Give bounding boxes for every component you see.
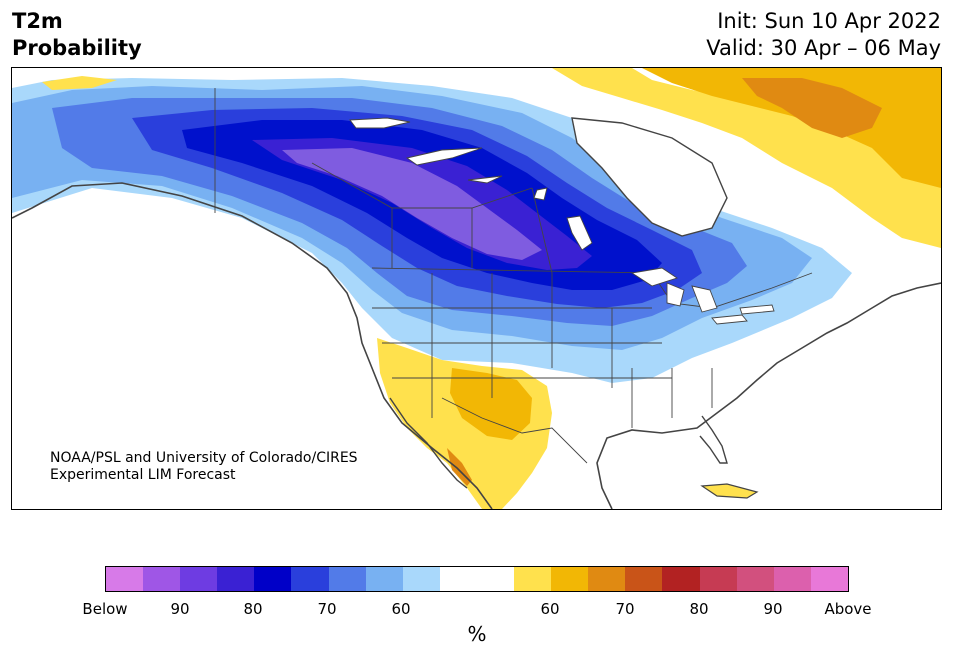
- colorbar-tick-label: 80: [243, 600, 263, 618]
- credit-line-1: NOAA/PSL and University of Colorado/CIRE…: [50, 450, 358, 466]
- above-65-70-region-north: [742, 78, 882, 138]
- colorbar-tick-label: Above: [824, 600, 872, 618]
- colorbar-segment: [514, 567, 552, 591]
- above-50-60-region-northwest: [42, 76, 117, 90]
- colorbar-tick-label: 90: [170, 600, 190, 618]
- colorbar-tick-label: 70: [317, 600, 337, 618]
- colorbar-segment: [476, 567, 515, 591]
- init-date: Init: Sun 10 Apr 2022: [717, 9, 941, 33]
- colorbar-segment: [180, 567, 218, 591]
- hudson-bay: [571, 117, 728, 237]
- map-credit: NOAA/PSL and University of Colorado/CIRE…: [50, 450, 358, 484]
- colorbar-segment: [143, 567, 181, 591]
- colorbar-segment: [291, 567, 329, 591]
- colorbar-segment: [254, 567, 292, 591]
- above-60-65-region-south: [450, 368, 532, 440]
- colorbar-segment: [773, 567, 811, 591]
- colorbar-tick-label: 80: [689, 600, 709, 618]
- colorbar-segment: [365, 567, 403, 591]
- title-line-2: Probability: [12, 36, 142, 60]
- colorbar-segment: [625, 567, 663, 591]
- lakes: [349, 117, 775, 325]
- above-60-65-region-north: [642, 68, 941, 188]
- colorbar-segment: [810, 567, 848, 591]
- north-america-coastline: [12, 182, 941, 509]
- political-borders: [214, 88, 813, 464]
- colorbar-segment: [551, 567, 589, 591]
- colorbar-unit: %: [467, 622, 487, 646]
- map-title: T2m Probability: [12, 8, 142, 62]
- colorbar-tick-label: 60: [540, 600, 560, 618]
- cuba: [700, 483, 759, 499]
- colorbar-segment: [328, 567, 366, 591]
- colorbar-segment: [106, 567, 144, 591]
- colorbar-tick-label: 70: [615, 600, 635, 618]
- colorbar-segment: [699, 567, 737, 591]
- colorbar-segment: [736, 567, 774, 591]
- colorbar-segment: [662, 567, 700, 591]
- colorbar-tick-label: 90: [763, 600, 783, 618]
- credit-line-2: Experimental LIM Forecast: [50, 467, 236, 483]
- colorbar-segment: [402, 567, 440, 591]
- colorbar-segment: [217, 567, 255, 591]
- florida-peninsula: [699, 415, 728, 464]
- colorbar-segment: [439, 567, 477, 591]
- colorbar-tick-label: Below: [82, 600, 128, 618]
- colorbar-segment: [588, 567, 626, 591]
- forecast-dates: Init: Sun 10 Apr 2022 Valid: 30 Apr – 06…: [706, 8, 941, 62]
- title-line-1: T2m: [12, 9, 63, 33]
- below-90-region: [282, 148, 542, 260]
- probability-map: [12, 68, 941, 509]
- colorbar-tick-label: 60: [391, 600, 411, 618]
- valid-period: Valid: 30 Apr – 06 May: [706, 36, 941, 60]
- map-panel: NOAA/PSL and University of Colorado/CIRE…: [11, 67, 942, 510]
- probability-colorbar: [105, 566, 849, 592]
- baja-peninsula: [389, 397, 468, 489]
